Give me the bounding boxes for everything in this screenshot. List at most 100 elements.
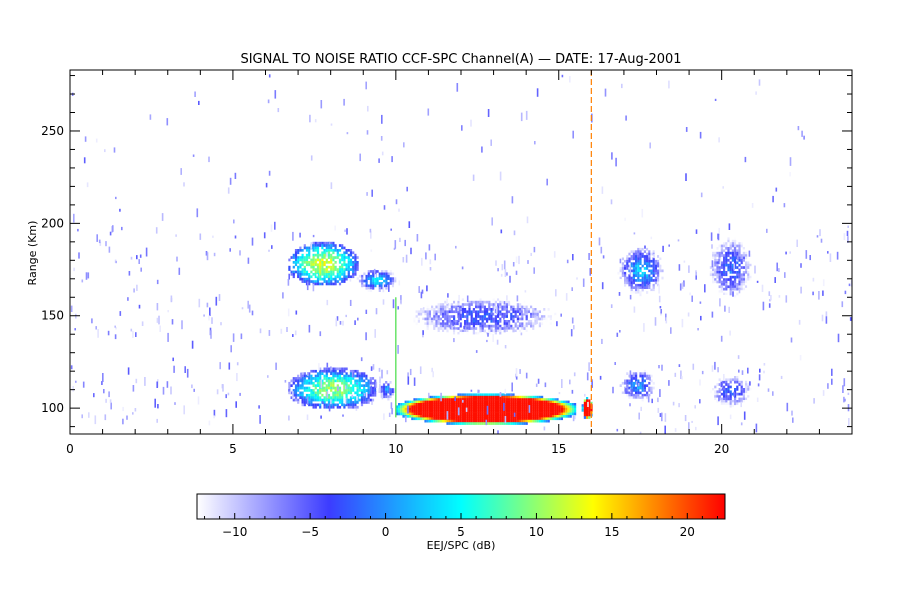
- heatmap-cell: [567, 320, 570, 323]
- heatmap-cell: [554, 403, 557, 406]
- heatmap-cell: [545, 305, 548, 309]
- heatmap-cell: [654, 288, 657, 292]
- heatmap-cell: [433, 312, 436, 316]
- noise-speck: [504, 269, 507, 277]
- noise-speck: [113, 147, 116, 153]
- heatmap-cell: [643, 274, 646, 277]
- heatmap-cell: [475, 317, 478, 321]
- heatmap-cell: [519, 415, 522, 418]
- heatmap-cell: [325, 270, 328, 274]
- noise-speck: [310, 242, 313, 249]
- heatmap-cell: [718, 383, 721, 386]
- heatmap-cell: [705, 271, 708, 274]
- heatmap-cell: [510, 308, 513, 311]
- heatmap-cell: [294, 253, 298, 257]
- heatmap-cell: [470, 410, 473, 413]
- heatmap-cell: [563, 320, 566, 323]
- heatmap-cell: [747, 402, 750, 406]
- heatmap-cell: [308, 251, 311, 255]
- heatmap-cell: [321, 251, 324, 255]
- heatmap-cell: [714, 390, 717, 394]
- heatmap-cell: [503, 329, 506, 333]
- heatmap-cell: [297, 256, 300, 259]
- heatmap-cell: [325, 246, 328, 250]
- heatmap-cell: [512, 305, 515, 309]
- noise-speck: [664, 425, 666, 434]
- heatmap-cell: [545, 405, 548, 409]
- heatmap-cell: [510, 332, 513, 335]
- heatmap-cell: [466, 398, 469, 401]
- heatmap-cell: [709, 380, 712, 384]
- heatmap-cell: [321, 256, 324, 259]
- noise-speck: [536, 88, 539, 97]
- heatmap-cell: [709, 256, 712, 260]
- heatmap-cell: [464, 320, 467, 323]
- heatmap-cell: [492, 400, 495, 404]
- heatmap-cell: [731, 271, 734, 274]
- heatmap-cell: [475, 312, 478, 316]
- heatmap-cell: [455, 298, 458, 302]
- heatmap-cell: [619, 279, 622, 282]
- noise-speck: [738, 288, 741, 294]
- heatmap-cell: [569, 407, 572, 411]
- heatmap-cell: [450, 400, 453, 404]
- heatmap-cell: [567, 412, 570, 416]
- heatmap-cell: [461, 298, 464, 302]
- heatmap-cell: [442, 415, 445, 418]
- heatmap-cell: [716, 251, 719, 255]
- heatmap-cell: [705, 263, 708, 267]
- heatmap-cell: [707, 278, 710, 281]
- heatmap-cell: [552, 322, 555, 326]
- heatmap-cell: [422, 317, 425, 321]
- heatmap-cell: [472, 298, 475, 302]
- heatmap-cell: [532, 398, 535, 401]
- heatmap-cell: [442, 410, 445, 413]
- noise-speck: [490, 139, 492, 146]
- heatmap-cell: [437, 395, 440, 399]
- heatmap-cell: [716, 395, 719, 398]
- heatmap-cell: [325, 265, 328, 269]
- heatmap-cell: [431, 415, 434, 418]
- heatmap-cell: [745, 249, 748, 253]
- noise-speck: [463, 325, 465, 330]
- noise-speck: [786, 402, 789, 412]
- heatmap-cell: [650, 276, 653, 280]
- heatmap-cell: [505, 334, 508, 338]
- heatmap-cell: [541, 329, 544, 333]
- heatmap-cell: [727, 388, 730, 391]
- heatmap-cell: [383, 274, 386, 278]
- heatmap-cell: [389, 282, 392, 285]
- heatmap-cell: [338, 369, 342, 373]
- heatmap-cell: [635, 288, 638, 292]
- heatmap-cell: [626, 393, 629, 397]
- noise-speck: [407, 405, 409, 414]
- heatmap-cell: [420, 310, 423, 314]
- heatmap-cell: [477, 334, 480, 338]
- noise-speck: [398, 208, 400, 212]
- noise-speck: [616, 428, 619, 432]
- heatmap-cell: [628, 257, 631, 261]
- heatmap-cell: [637, 283, 640, 287]
- heatmap-cell: [360, 403, 364, 407]
- noise-speck: [175, 234, 177, 237]
- heatmap-cell: [516, 305, 519, 309]
- heatmap-cell: [321, 261, 324, 264]
- heatmap-cell: [505, 398, 508, 401]
- heatmap-cell: [723, 371, 726, 374]
- heatmap-cell: [380, 385, 383, 389]
- heatmap-cell: [503, 422, 506, 425]
- noise-speck: [758, 374, 761, 381]
- heatmap-cell: [534, 410, 537, 413]
- heatmap-cell: [488, 327, 491, 330]
- heatmap-cell: [624, 274, 627, 277]
- heatmap-cell: [422, 320, 425, 323]
- heatmap-cell: [475, 305, 478, 309]
- heatmap-cell: [433, 324, 436, 328]
- heatmap-cell: [321, 270, 324, 274]
- heatmap-cell: [734, 263, 737, 267]
- heatmap-cell: [439, 410, 442, 413]
- heatmap-cell: [319, 377, 322, 380]
- heatmap-cell: [626, 264, 629, 268]
- noise-speck: [657, 397, 659, 403]
